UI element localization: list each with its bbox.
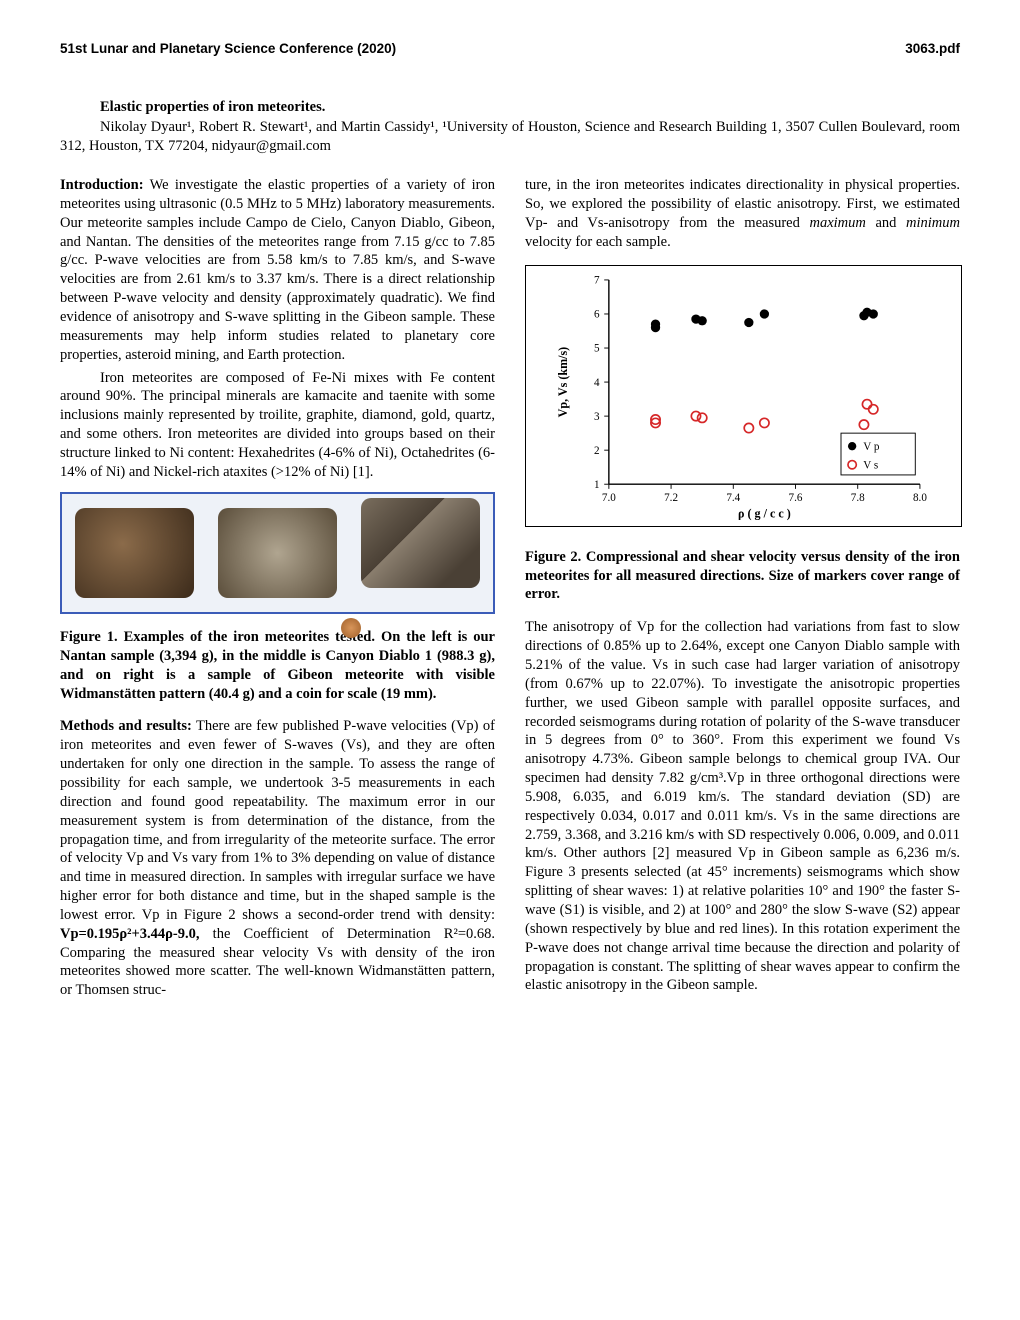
velocity-density-scatter: 7.0 7.2 7.4 7.6 7.8 8.0 1 2 3 4 5 6 7 ρ ( g / c c ) Vp… [525, 265, 962, 527]
coin-scale-icon [341, 618, 361, 638]
svg-text:7.6: 7.6 [789, 492, 803, 504]
column-right: ture, in the iron meteorites indicates d… [525, 176, 960, 1004]
methods-paragraph: Methods and results: There are few publi… [60, 717, 495, 1000]
svg-text:7.2: 7.2 [664, 492, 678, 504]
svg-text:4: 4 [594, 377, 600, 389]
authors-line: Nikolay Dyaur¹, Robert R. Stewart¹, and … [60, 118, 960, 156]
svg-text:5: 5 [594, 343, 600, 355]
paper-title: Elastic properties of iron meteorites. [60, 98, 960, 117]
nantan-sample-image [75, 508, 193, 598]
svg-text:Vp, Vs (km/s): Vp, Vs (km/s) [556, 347, 570, 418]
svg-text:7.4: 7.4 [726, 492, 740, 504]
svg-text:7.8: 7.8 [851, 492, 865, 504]
svg-text:V s: V s [863, 460, 878, 472]
svg-text:7.0: 7.0 [602, 492, 616, 504]
intro-paragraph: Introduction: We investigate the elastic… [60, 176, 495, 364]
two-column-body: Introduction: We investigate the elastic… [60, 176, 960, 1004]
anisotropy-results-paragraph: The anisotropy of Vp for the collection … [525, 618, 960, 995]
anisotropy-intro-paragraph: ture, in the iron meteorites indicates d… [525, 176, 960, 251]
svg-text:3: 3 [594, 411, 600, 423]
svg-text:1: 1 [594, 479, 600, 491]
section-head-intro: Introduction: [60, 177, 144, 193]
figure-2-caption: Figure 2. Compressional and shear veloci… [525, 548, 960, 605]
section-head-methods: Methods and results: [60, 718, 192, 734]
svg-text:ρ ( g / c c ): ρ ( g / c c ) [738, 507, 791, 521]
iron-composition-paragraph: Iron meteorites are composed of Fe-Ni mi… [60, 369, 495, 482]
column-left: Introduction: We investigate the elastic… [60, 176, 495, 1004]
gibeon-sample-image [361, 498, 479, 588]
figure-1-caption: Figure 1. Examples of the iron meteorite… [60, 628, 495, 703]
page-header: 51st Lunar and Planetary Science Confere… [60, 40, 960, 58]
svg-text:8.0: 8.0 [913, 492, 927, 504]
conference-name: 51st Lunar and Planetary Science Confere… [60, 40, 396, 58]
svg-text:6: 6 [594, 309, 600, 321]
figure-1-image [60, 492, 495, 614]
pdf-id: 3063.pdf [905, 40, 960, 58]
svg-text:V p: V p [863, 441, 880, 453]
figure-2-chart: 7.0 7.2 7.4 7.6 7.8 8.0 1 2 3 4 5 6 7 ρ ( g / c c ) Vp… [525, 265, 960, 533]
svg-text:2: 2 [594, 445, 600, 457]
canyon-diablo-sample-image [218, 508, 336, 598]
svg-text:7: 7 [594, 275, 600, 287]
